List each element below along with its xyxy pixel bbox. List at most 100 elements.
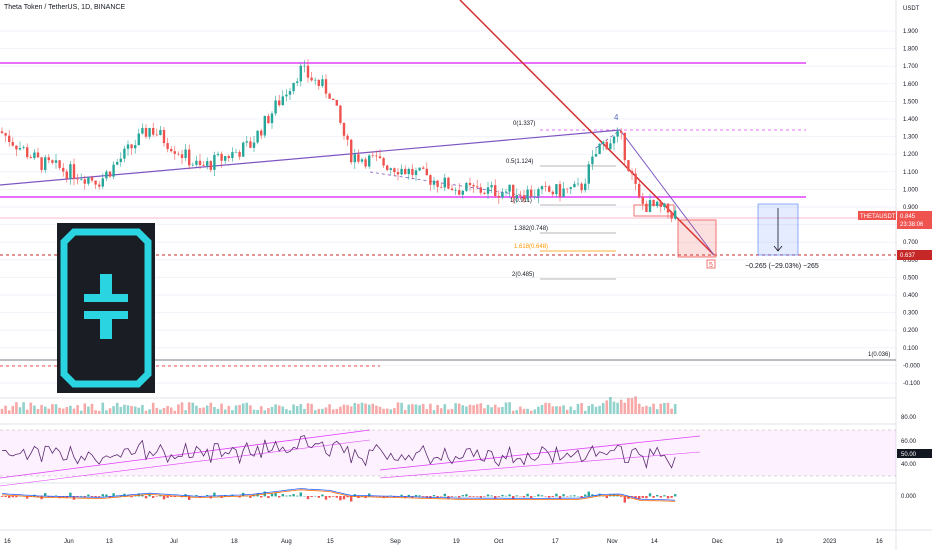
candle-body (278, 100, 281, 106)
price-axis-label: 1.500 (903, 99, 919, 105)
chart-title: Theta Token / TetherUS, 1D, BINANCE (4, 4, 126, 11)
macd-bar (339, 496, 342, 501)
candle-body (234, 152, 238, 153)
candle-body (497, 195, 500, 198)
fib-05-label: 0.5(1.124) (506, 159, 533, 165)
candle-body (29, 157, 32, 159)
candle-body (609, 143, 612, 150)
volume-bar (609, 397, 612, 414)
volume-bar (551, 406, 555, 414)
countdown-label: 23:38:06 (900, 222, 924, 228)
volume-bar (267, 408, 270, 414)
candle-body (119, 158, 122, 162)
candle-body (425, 168, 428, 176)
candle-body (87, 177, 90, 184)
ascending-trendline[interactable] (0, 129, 621, 186)
volume-bar (270, 406, 274, 414)
volume-bar (378, 406, 382, 414)
volume-bar (285, 409, 288, 414)
macd-bar (418, 495, 421, 497)
volume-bar (400, 402, 403, 414)
time-axis-label: 2023 (823, 539, 837, 545)
candle-body (15, 145, 18, 150)
candle-body (576, 183, 580, 185)
volume-bar (144, 410, 148, 414)
volume-bar (328, 404, 331, 414)
volume-bar (47, 408, 51, 414)
macd-bar (98, 496, 101, 497)
macd-bar (137, 493, 140, 497)
candle-body (555, 184, 558, 195)
time-axis-label: Nov (607, 539, 618, 545)
fib-1382-label: 1.382(0.748) (514, 226, 548, 232)
volume-bar (51, 404, 54, 414)
candle-body (83, 179, 86, 184)
candle-body (515, 195, 518, 198)
volume-bar (472, 405, 475, 414)
last-price-tag (897, 211, 932, 229)
time-axis[interactable]: 16 Jun 13 Jul 18 Aug 15 Sep 19 Oct 17 Nov 14 Dec 19 202… (4, 539, 883, 545)
macd-bar (584, 494, 587, 497)
candle-body (533, 196, 536, 197)
candle-body (314, 79, 317, 81)
volume-bar (515, 410, 519, 414)
candle-body (105, 171, 108, 179)
candle-body (231, 152, 234, 159)
candle-body (378, 156, 382, 159)
candle-body (656, 201, 659, 207)
candle-body (375, 155, 378, 157)
candle-body (54, 160, 58, 163)
macd-bar (638, 496, 641, 500)
volume-bar (213, 407, 216, 414)
candle-body (152, 127, 155, 135)
candle-body (346, 135, 349, 140)
volume-bar (349, 406, 353, 414)
volume-bar (115, 402, 119, 414)
candles[interactable] (0, 59, 677, 223)
volume-bar (54, 404, 58, 414)
candle-body (188, 149, 191, 166)
candle-body (440, 186, 443, 188)
candle-body (641, 196, 644, 204)
candle-body (573, 183, 576, 188)
volume-bar (342, 404, 346, 414)
candle-body (530, 189, 533, 197)
macd-line (1, 488, 676, 501)
macd-bar (530, 496, 533, 498)
candle-body (468, 183, 472, 186)
volume-bar (432, 410, 436, 414)
volume-bar (389, 409, 393, 414)
target-price-label: 0.637 (900, 253, 916, 259)
volume-bar (123, 404, 126, 414)
wedge-lower-line (369, 171, 541, 199)
macd-bar (76, 496, 79, 497)
macd-bar (440, 496, 443, 497)
candle-body (551, 191, 554, 195)
macd-bar (288, 495, 292, 497)
rsi-trend-upper (0, 429, 371, 479)
wedge-upper-line[interactable] (619, 129, 715, 256)
fib-far-label: 1(0.036) (868, 352, 890, 358)
price-axis[interactable]: 1.900 1.800 1.700 1.600 1.500 1.400 1.300 1.200… (903, 29, 921, 387)
volume-bar (220, 403, 223, 414)
candle-body (155, 134, 158, 136)
volume-bar (281, 406, 285, 414)
volume-bar (4, 405, 7, 414)
target-zone[interactable] (677, 219, 717, 258)
candle-body (623, 132, 626, 161)
volume-bar (202, 407, 205, 414)
volume-bar (87, 406, 90, 414)
candle-body (562, 188, 565, 197)
volume-bar (249, 405, 252, 414)
volume-bar (263, 410, 267, 414)
macd-bar (159, 494, 162, 497)
macd-bar (281, 494, 284, 497)
candle-body (94, 180, 97, 185)
price-axis-label: 1.100 (903, 170, 919, 176)
logo-background (57, 223, 155, 393)
price-axis-label: 0.900 (903, 205, 919, 211)
volume-bar (234, 405, 238, 414)
time-axis-label: 14 (651, 539, 658, 545)
macd-bar (378, 496, 382, 497)
